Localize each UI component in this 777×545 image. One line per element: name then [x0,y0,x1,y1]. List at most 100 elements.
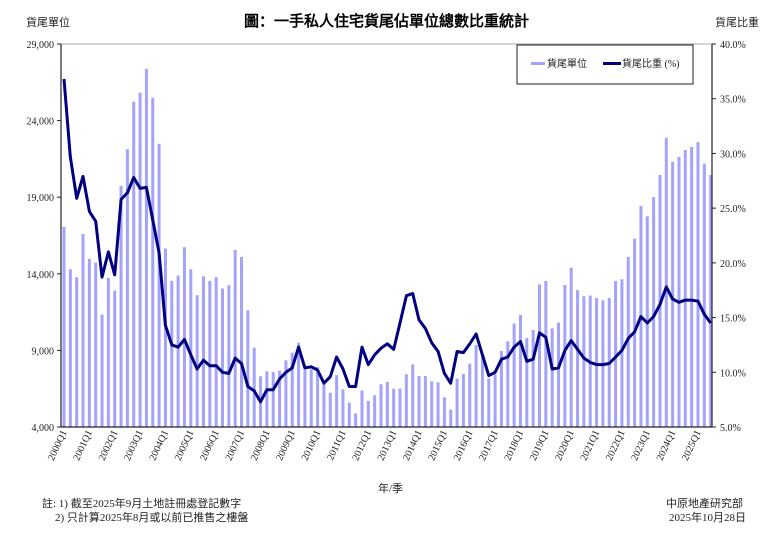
x-tick-label: 2014Q1 [401,429,425,463]
legend-label-ratio: 貨尾比重 (%) [622,57,680,70]
ratio-line [62,78,712,404]
bar [271,372,275,427]
right-tick-label: 10.0% [720,368,746,379]
bar [252,347,256,427]
bar [392,388,396,427]
bar [106,277,110,427]
bar [506,341,510,427]
bar [328,392,332,427]
bar [550,328,554,427]
chart-title: 圖：一手私人住宅貨尾佔單位總數比重統計 [244,12,530,30]
x-tick-label: 2003Q1 [122,429,146,463]
bar [144,68,148,427]
source-label: 中原地產研究部 [666,498,743,510]
bar [373,395,377,427]
bar [297,342,301,427]
bar [94,262,98,427]
bar [499,351,503,427]
bar [303,369,307,427]
bar [442,397,446,427]
bar [385,381,389,427]
bar [671,161,675,428]
right-tick-label: 15.0% [720,314,746,325]
bar [683,150,687,427]
bar [493,374,497,427]
bar [246,310,250,427]
bar [87,258,91,427]
bar [201,276,205,427]
bar [322,384,326,427]
bar [309,369,313,427]
bar [468,363,472,427]
bar [620,279,624,427]
right-tick-label: 40.0% [720,40,746,51]
bar [138,92,142,428]
bar [62,226,66,427]
bar [417,375,421,427]
bar [538,284,541,427]
left-tick-label: 14,000 [27,270,55,281]
note-1: 註: 1) 截至2025年9月土地註冊處登記數字 [42,498,242,510]
bar [379,384,383,427]
bar [335,375,339,427]
bar [119,185,123,427]
x-tick-label: 2002Q1 [97,429,121,463]
bar [157,143,161,427]
x-tick-label: 2020Q1 [553,429,577,463]
bar [176,275,180,427]
bar [626,256,630,427]
bar [316,366,320,427]
bar [709,174,713,427]
date-label: 2025年10月28日 [669,512,746,524]
bar [690,146,694,428]
bar [518,315,522,427]
bar [404,374,408,427]
bar [614,281,618,427]
bar [398,388,402,427]
x-tick-label: 2022Q1 [604,429,628,463]
bar [360,390,364,427]
bar [233,249,237,427]
bar [423,375,427,427]
left-tick-label: 9,000 [32,346,55,357]
bar [227,285,231,427]
bar [525,337,529,427]
x-tick-label: 2001Q1 [71,429,95,463]
x-tick-label: 2004Q1 [148,429,172,463]
x-tick-label: 2025Q1 [680,429,704,463]
bar [582,296,586,427]
bar [182,247,186,427]
bar [341,389,345,427]
bar [113,290,117,427]
bar [436,382,440,427]
right-tick-label: 5.0% [720,423,741,434]
bar [240,256,244,427]
bar [354,413,358,427]
bar [480,356,484,427]
bar [208,280,212,427]
x-axis-label: 年/季 [378,483,404,495]
x-tick-label: 2006Q1 [198,429,222,463]
bar [449,409,453,427]
bar [68,269,72,427]
note-2: 2) 只計算2025年8月或以前已推售之樓盤 [55,512,249,524]
bar [702,163,706,427]
bar [664,137,668,427]
x-tick-label: 2019Q1 [528,429,552,463]
x-tick-label: 2018Q1 [503,429,527,463]
legend: 貨尾單位 貨尾比重 (%) [516,44,694,85]
x-tick-label: 2005Q1 [173,429,197,463]
bar [214,277,218,427]
bar [461,373,465,427]
bar [366,400,370,427]
left-tick-label: 29,000 [27,40,55,51]
bar [100,314,104,427]
x-tick-label: 2024Q1 [655,429,679,463]
legend-bar-swatch [531,62,545,65]
bar [151,97,155,428]
bar [652,197,656,427]
x-tick-label: 2013Q1 [376,429,400,463]
bar [278,370,282,427]
bar [544,281,548,427]
bar [430,381,434,427]
